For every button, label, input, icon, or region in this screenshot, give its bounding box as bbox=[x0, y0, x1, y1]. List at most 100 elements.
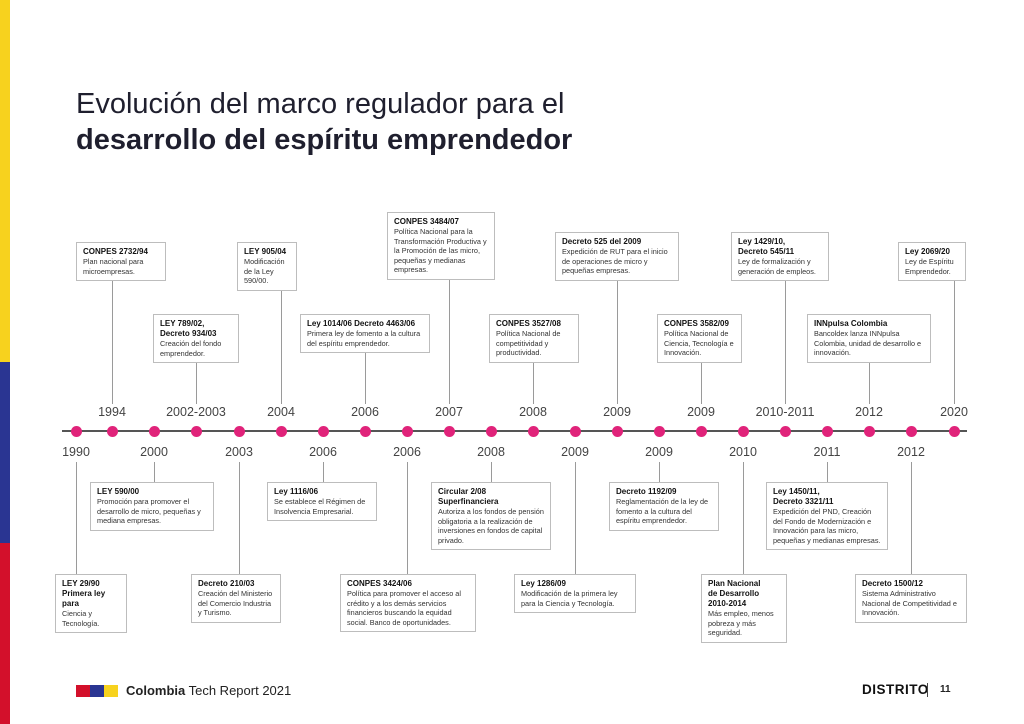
card-heading: LEY 789/02, Decreto 934/03 bbox=[160, 319, 217, 338]
card-heading: CONPES 3424/06 bbox=[347, 579, 412, 588]
connector-line bbox=[323, 462, 324, 482]
year-label-above: 2009 bbox=[687, 405, 715, 419]
card-text: Política Nacional de Ciencia, Tecnología… bbox=[664, 329, 734, 358]
year-label-below: 2006 bbox=[309, 445, 337, 459]
footer-brand-bold: Colombia bbox=[126, 683, 186, 698]
card-text: Creación del fondo emprendedor. bbox=[160, 339, 222, 358]
card-below-5: Circular 2/08 Superfinanciera Autoriza a … bbox=[431, 482, 551, 551]
card-heading: Ley 1014/06 Decreto 4463/06 bbox=[307, 319, 416, 328]
card-heading: Ley 1429/10, Decreto 545/11 bbox=[738, 237, 795, 256]
timeline-dot bbox=[611, 425, 623, 437]
card-text: Ley de Espíritu Emprendedor. bbox=[905, 257, 954, 276]
timeline-dot bbox=[190, 425, 202, 437]
card-below-8: Plan Nacional de Desarrollo 2010-2014 Más… bbox=[701, 574, 787, 643]
card-text: Primera ley de fomento a la cultura del … bbox=[307, 329, 421, 348]
card-below-1: LEY 590/00 Promoción para promover el des… bbox=[90, 482, 214, 531]
card-below-6: Ley 1286/09 Modificación de la primera le… bbox=[514, 574, 636, 614]
connector-line bbox=[954, 281, 955, 404]
year-label-above: 2007 bbox=[435, 405, 463, 419]
year-label-below: 2006 bbox=[393, 445, 421, 459]
timeline-dot bbox=[401, 425, 413, 437]
card-heading: Circular 2/08 Superfinanciera bbox=[438, 487, 499, 506]
card-text: Política para promover el acceso al créd… bbox=[347, 589, 461, 627]
connector-line bbox=[491, 462, 492, 482]
card-text: Reglamentación de la ley de fomento a la… bbox=[616, 497, 709, 526]
connector-line bbox=[659, 462, 660, 482]
timeline-dot bbox=[485, 425, 497, 437]
card-heading: LEY 905/04 bbox=[244, 247, 287, 256]
card-above-10: Ley 2069/20 Ley de Espíritu Emprendedor. bbox=[898, 242, 966, 282]
page-title: Evolución del marco regulador para el de… bbox=[76, 86, 572, 158]
card-text: Ciencia y Tecnología. bbox=[62, 609, 100, 628]
year-label-below: 2012 bbox=[897, 445, 925, 459]
card-heading: CONPES 3527/08 bbox=[496, 319, 561, 328]
card-text: Creación del Ministerio del Comercio Ind… bbox=[198, 589, 273, 618]
card-heading: CONPES 3582/09 bbox=[664, 319, 729, 328]
footer-brand-rest: Tech Report 2021 bbox=[185, 683, 292, 698]
timeline-dot bbox=[737, 425, 749, 437]
card-text: Se establece el Régimen de Insolvencia E… bbox=[274, 497, 366, 516]
card-heading: Ley 2069/20 bbox=[905, 247, 950, 256]
card-text: Expedición del PND, Creación del Fondo d… bbox=[773, 507, 881, 545]
timeline-dot bbox=[70, 425, 82, 437]
timeline-dot bbox=[148, 425, 160, 437]
card-text: Autoriza a los fondos de pensión obligat… bbox=[438, 507, 544, 545]
connector-line bbox=[575, 462, 576, 574]
year-label-above: 2006 bbox=[351, 405, 379, 419]
card-heading: Decreto 210/03 bbox=[198, 579, 255, 588]
timeline-dot bbox=[905, 425, 917, 437]
card-above-3: Ley 1014/06 Decreto 4463/06 Primera ley d… bbox=[300, 314, 430, 354]
connector-line bbox=[281, 291, 282, 404]
year-label-above: 2009 bbox=[603, 405, 631, 419]
footer-brand: Colombia Tech Report 2021 bbox=[126, 683, 291, 698]
card-text: Modificación de la primera ley para la C… bbox=[521, 589, 618, 608]
year-label-above: 2002-2003 bbox=[166, 405, 226, 419]
card-above-1: LEY 789/02, Decreto 934/03 Creación del f… bbox=[153, 314, 239, 364]
timeline-dot bbox=[443, 425, 455, 437]
card-below-3: Ley 1116/06 Se establece el Régimen de In… bbox=[267, 482, 377, 522]
card-heading: Ley 1286/09 bbox=[521, 579, 566, 588]
card-above-5: CONPES 3527/08 Política Nacional de compe… bbox=[489, 314, 579, 363]
timeline-dot bbox=[527, 425, 539, 437]
card-heading: Decreto 525 del 2009 bbox=[562, 237, 642, 246]
card-above-6: Decreto 525 del 2009 Expedición de RUT pa… bbox=[555, 232, 679, 281]
connector-line bbox=[154, 462, 155, 482]
connector-line bbox=[365, 353, 366, 404]
year-label-above: 2004 bbox=[267, 405, 295, 419]
card-text: Política Nacional de competitividad y pr… bbox=[496, 329, 561, 358]
card-heading: Ley 1116/06 bbox=[274, 487, 319, 496]
connector-line bbox=[617, 281, 618, 404]
card-below-4: CONPES 3424/06 Política para promover el … bbox=[340, 574, 476, 633]
card-text: Promoción para promover el desarrollo de… bbox=[97, 497, 201, 526]
card-text: Bancoldex lanza INNpulsa Colombia, unida… bbox=[814, 329, 922, 358]
flag-stripe-red bbox=[0, 543, 10, 724]
timeline-dot bbox=[653, 425, 665, 437]
flag-stripe-blue bbox=[0, 362, 10, 543]
year-label-above: 1994 bbox=[98, 405, 126, 419]
timeline-dot bbox=[317, 425, 329, 437]
year-label-above: 2010-2011 bbox=[755, 405, 815, 419]
flag-stripe-yellow bbox=[0, 0, 10, 362]
card-above-0: CONPES 2732/94 Plan nacional para microem… bbox=[76, 242, 166, 282]
timeline-dot bbox=[779, 425, 791, 437]
year-label-above: 2020 bbox=[940, 405, 968, 419]
card-above-2: LEY 905/04 Modificación de la Ley 590/00. bbox=[237, 242, 297, 291]
card-text: Política Nacional para la Transformación… bbox=[394, 227, 487, 275]
connector-line bbox=[785, 281, 786, 404]
card-heading: CONPES 2732/94 bbox=[83, 247, 148, 256]
card-text: Más empleo, menos pobreza y más segurida… bbox=[708, 609, 774, 638]
year-label-below: 1990 bbox=[62, 445, 90, 459]
card-above-9: INNpulsa Colombia Bancoldex lanza INNpuls… bbox=[807, 314, 931, 363]
timeline-dot bbox=[695, 425, 707, 437]
card-heading: Decreto 1192/09 bbox=[616, 487, 677, 496]
year-label-below: 2003 bbox=[225, 445, 253, 459]
connector-line bbox=[112, 281, 113, 404]
timeline-dot bbox=[569, 425, 581, 437]
title-line-2: desarrollo del espíritu emprendedor bbox=[76, 124, 573, 156]
year-label-above: 2012 bbox=[855, 405, 883, 419]
timeline-axis bbox=[62, 430, 967, 432]
timeline-dot bbox=[106, 425, 118, 437]
timeline-dot bbox=[863, 425, 875, 437]
card-below-2: Decreto 210/03 Creación del Ministerio de… bbox=[191, 574, 281, 623]
card-heading: CONPES 3484/07 bbox=[394, 217, 459, 226]
